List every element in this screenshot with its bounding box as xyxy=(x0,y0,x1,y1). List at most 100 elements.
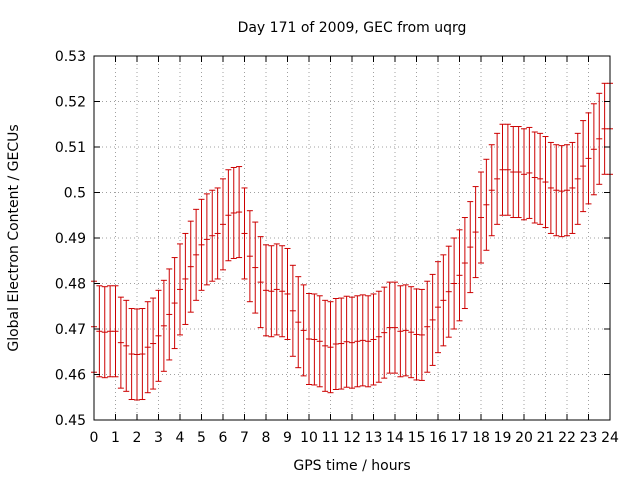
data-point xyxy=(574,132,581,225)
data-point xyxy=(209,189,216,282)
data-point xyxy=(365,295,372,388)
data-point xyxy=(585,112,592,205)
data-point xyxy=(526,126,533,219)
data-point xyxy=(300,284,307,377)
data-point xyxy=(96,285,103,378)
data-point xyxy=(327,301,334,394)
data-point xyxy=(322,299,329,392)
data-point xyxy=(569,141,576,234)
x-tick-label: 23 xyxy=(580,430,598,446)
data-point xyxy=(596,92,603,185)
data-point xyxy=(590,103,597,196)
data-point xyxy=(564,144,570,237)
data-point xyxy=(601,82,608,175)
data-point xyxy=(413,288,420,381)
data-point xyxy=(510,126,517,219)
x-tick-label: 8 xyxy=(262,430,271,446)
data-point xyxy=(349,296,355,389)
data-point xyxy=(311,293,318,386)
data-point xyxy=(230,166,237,259)
data-point xyxy=(494,132,501,225)
data-point xyxy=(144,301,151,394)
data-point xyxy=(354,295,361,388)
data-point xyxy=(408,286,415,379)
data-points xyxy=(91,82,613,401)
y-tick-label: 0.46 xyxy=(55,368,86,384)
data-point xyxy=(397,285,404,378)
data-point xyxy=(252,221,259,314)
data-point xyxy=(558,145,565,238)
data-point xyxy=(187,220,194,313)
x-tick-label: 20 xyxy=(515,430,533,446)
data-point xyxy=(488,144,495,237)
y-tick-label: 0.48 xyxy=(55,277,86,293)
axis-ticks: 0 1 2 3 4 5 6 7 8 9 10 11 12 13 14 15 16 17 18 19 20 21 22 23 24… xyxy=(55,49,619,446)
data-point xyxy=(198,198,205,291)
data-point xyxy=(504,123,511,216)
data-point xyxy=(134,308,140,401)
chart-title: Day 171 of 2009, GEC from uqrg xyxy=(238,20,467,36)
x-tick-label: 14 xyxy=(386,430,404,446)
y-tick-label: 0.51 xyxy=(55,140,86,156)
data-point xyxy=(150,297,157,390)
data-point xyxy=(112,285,119,378)
data-point xyxy=(117,296,124,389)
data-point xyxy=(279,245,286,338)
y-tick-label: 0.49 xyxy=(55,231,86,247)
data-point xyxy=(418,288,425,381)
data-point xyxy=(332,298,339,391)
data-point xyxy=(553,144,560,237)
data-point xyxy=(515,126,522,219)
data-point xyxy=(521,128,527,221)
data-point xyxy=(435,261,441,354)
data-point xyxy=(128,308,135,401)
x-tick-label: 17 xyxy=(451,430,469,446)
x-tick-label: 5 xyxy=(197,430,206,446)
data-point xyxy=(547,141,554,234)
data-point xyxy=(467,201,474,294)
data-point xyxy=(166,268,173,361)
y-tick-label: 0.45 xyxy=(55,413,86,429)
data-point xyxy=(343,295,350,388)
x-tick-label: 19 xyxy=(494,430,512,446)
data-point xyxy=(107,285,114,378)
data-point xyxy=(123,299,130,392)
x-tick-label: 1 xyxy=(111,430,120,446)
data-point xyxy=(155,289,162,382)
x-tick-label: 11 xyxy=(322,430,340,446)
x-tick-label: 10 xyxy=(300,430,318,446)
data-point xyxy=(220,178,226,271)
data-point xyxy=(456,229,463,322)
data-point xyxy=(101,286,108,379)
data-point xyxy=(440,254,447,347)
data-point xyxy=(338,297,345,390)
y-tick-label: 0.53 xyxy=(55,49,86,65)
y-tick-label: 0.47 xyxy=(55,322,86,338)
data-point xyxy=(429,273,436,366)
x-tick-label: 7 xyxy=(240,430,249,446)
x-axis-label: GPS time / hours xyxy=(293,458,410,474)
data-point xyxy=(359,294,366,387)
data-point xyxy=(451,237,458,330)
data-point xyxy=(445,245,452,338)
data-point xyxy=(273,243,280,336)
x-tick-label: 15 xyxy=(408,430,426,446)
data-point xyxy=(268,245,275,338)
data-point xyxy=(193,208,200,301)
x-tick-label: 13 xyxy=(365,430,383,446)
data-point xyxy=(478,171,484,264)
x-tick-label: 16 xyxy=(429,430,447,446)
data-point xyxy=(284,247,291,340)
data-point xyxy=(499,123,506,216)
data-point xyxy=(316,295,323,388)
data-point xyxy=(537,132,544,225)
data-point xyxy=(225,169,232,262)
data-point xyxy=(381,286,388,379)
data-point xyxy=(370,293,377,386)
data-point xyxy=(214,187,221,280)
data-point xyxy=(177,243,183,336)
data-point xyxy=(580,120,587,213)
data-point xyxy=(402,284,409,377)
data-point xyxy=(306,293,312,386)
